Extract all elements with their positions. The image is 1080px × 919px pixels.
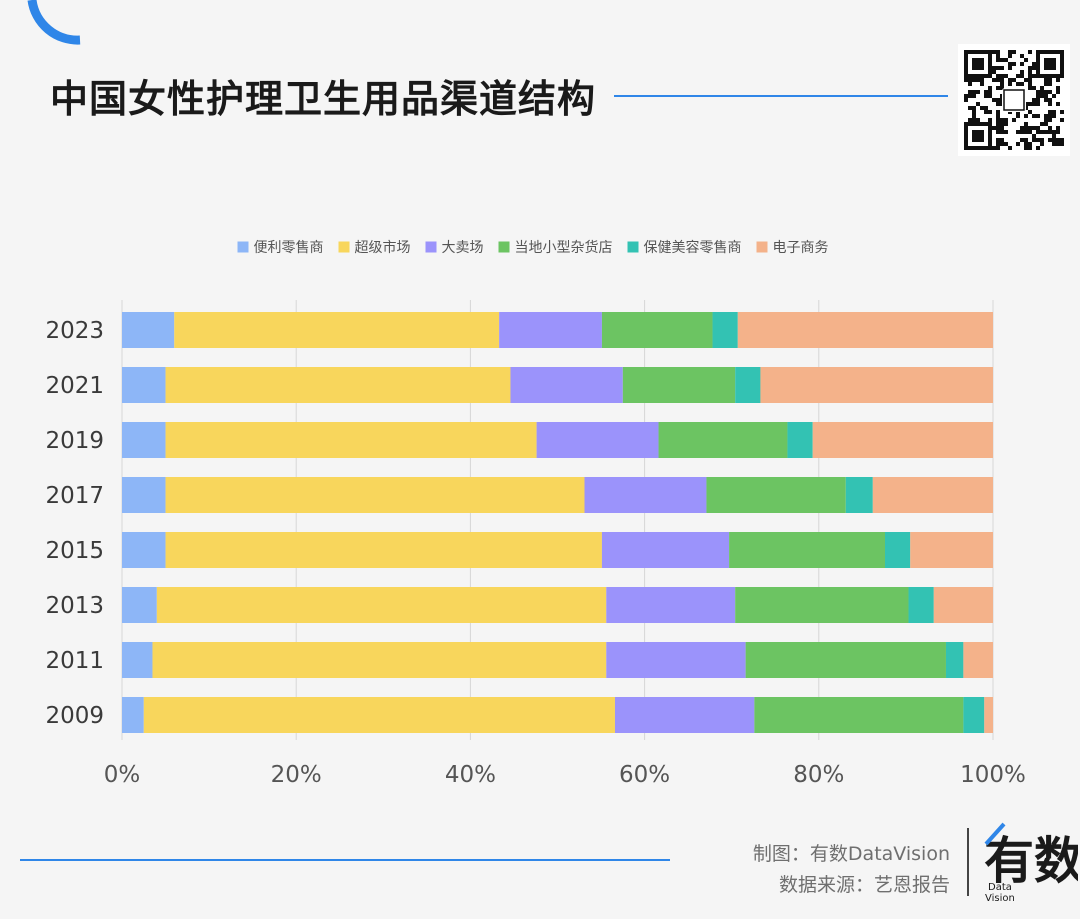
bar-segment xyxy=(712,312,738,348)
bar-segment xyxy=(536,422,659,458)
bar-segment xyxy=(614,697,755,733)
bar-segment xyxy=(622,367,736,403)
bar-segment xyxy=(122,477,166,513)
bar-segment xyxy=(963,642,993,678)
bar-segment xyxy=(165,477,585,513)
legend-swatch xyxy=(237,241,249,253)
stacked-bar-chart: 便利零售商 超级市场 大卖场 当地小型杂货店 保健美容零售商 电子商务 202320212… xyxy=(45,239,1026,788)
logo-mark: 有数 xyxy=(984,832,1078,890)
y-tick-label: 2015 xyxy=(45,538,104,564)
y-tick-label: 2023 xyxy=(45,318,104,344)
credit-source: 数据来源：艺恩报告 xyxy=(778,874,950,896)
bar-segment xyxy=(601,532,730,568)
x-tick-label: 60% xyxy=(619,762,670,788)
bar-segment xyxy=(658,422,788,458)
bar-segment xyxy=(845,477,873,513)
bar-segment xyxy=(122,422,166,458)
credit-maker: 制图：有数DataVision xyxy=(752,843,950,865)
y-tick-label: 2021 xyxy=(45,373,104,399)
title-rule xyxy=(614,95,948,97)
bar-segment xyxy=(122,312,175,348)
corner-arc-decoration xyxy=(27,0,81,45)
bar-segment xyxy=(812,422,993,458)
x-axis-labels: 0% 20% 40% 60% 80% 100% xyxy=(104,762,1026,788)
legend-label: 便利零售商 xyxy=(254,240,324,256)
bar-segment xyxy=(760,367,993,403)
legend-label: 超级市场 xyxy=(355,239,411,256)
x-tick-label: 20% xyxy=(271,762,322,788)
bar-segment xyxy=(606,642,746,678)
bar-segment xyxy=(165,367,511,403)
y-tick-label: 2019 xyxy=(45,428,104,454)
legend-label: 保健美容零售商 xyxy=(644,239,742,256)
bar-segment xyxy=(165,422,537,458)
bar-segment xyxy=(735,367,761,403)
y-tick-label: 2009 xyxy=(45,703,104,729)
bar-segment xyxy=(122,367,166,403)
x-tick-label: 0% xyxy=(104,762,141,788)
legend-swatch xyxy=(425,241,437,253)
bar-segment xyxy=(606,587,736,623)
y-axis-labels: 2023 2021 2019 2017 2015 2013 2011 2009 xyxy=(45,318,104,729)
x-tick-label: 40% xyxy=(445,762,496,788)
chart-bars xyxy=(122,312,993,733)
legend-swatch xyxy=(627,241,639,253)
bar-segment xyxy=(984,697,993,733)
bar-segment xyxy=(945,642,964,678)
bar-segment xyxy=(156,587,607,623)
bar-segment xyxy=(499,312,602,348)
bar-segment xyxy=(174,312,500,348)
datavision-logo: 有数 Data Vision xyxy=(984,822,1078,904)
bar-segment xyxy=(735,587,909,623)
qr-code xyxy=(958,44,1070,156)
legend-swatch xyxy=(756,241,768,253)
bar-segment xyxy=(152,642,607,678)
bar-segment xyxy=(122,642,153,678)
x-tick-label: 100% xyxy=(960,762,1026,788)
bar-segment xyxy=(122,532,166,568)
chart-legend: 便利零售商 超级市场 大卖场 当地小型杂货店 保健美容零售商 电子商务 xyxy=(237,239,829,256)
y-tick-label: 2017 xyxy=(45,483,104,509)
bar-segment xyxy=(510,367,623,403)
bar-segment xyxy=(933,587,993,623)
bar-segment xyxy=(754,697,964,733)
bar-segment xyxy=(737,312,993,348)
bar-segment xyxy=(787,422,813,458)
bar-segment xyxy=(584,477,707,513)
legend-swatch xyxy=(338,241,350,253)
bar-segment xyxy=(122,697,144,733)
y-tick-label: 2011 xyxy=(45,648,104,674)
legend-label: 当地小型杂货店 xyxy=(515,239,613,256)
bar-segment xyxy=(143,697,615,733)
legend-swatch xyxy=(498,241,510,253)
bar-segment xyxy=(706,477,846,513)
bar-segment xyxy=(122,587,157,623)
x-tick-label: 80% xyxy=(793,762,844,788)
logo-divider xyxy=(967,828,969,896)
bar-segment xyxy=(729,532,885,568)
bar-segment xyxy=(165,532,602,568)
chart-title: 中国女性护理卫生用品渠道结构 xyxy=(50,77,597,121)
bottom-rule xyxy=(20,859,670,861)
bar-segment xyxy=(963,697,985,733)
logo-sub-1: Data xyxy=(988,882,1012,893)
bar-segment xyxy=(872,477,993,513)
bar-segment xyxy=(601,312,713,348)
bar-segment xyxy=(745,642,946,678)
y-tick-label: 2013 xyxy=(45,593,104,619)
bar-segment xyxy=(908,587,934,623)
legend-label: 电子商务 xyxy=(773,240,829,256)
bar-segment xyxy=(884,532,911,568)
legend-label: 大卖场 xyxy=(442,240,484,256)
logo-sub-2: Vision xyxy=(985,893,1015,904)
bar-segment xyxy=(910,532,993,568)
